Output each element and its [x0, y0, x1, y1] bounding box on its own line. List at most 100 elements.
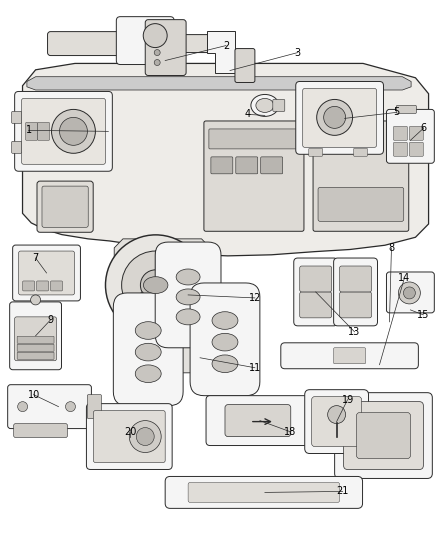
Polygon shape	[114, 239, 210, 373]
FancyBboxPatch shape	[410, 126, 424, 140]
FancyBboxPatch shape	[23, 281, 35, 291]
Circle shape	[324, 107, 346, 128]
FancyBboxPatch shape	[339, 292, 371, 318]
FancyBboxPatch shape	[305, 390, 368, 454]
Polygon shape	[27, 77, 411, 90]
FancyBboxPatch shape	[25, 123, 38, 140]
Circle shape	[399, 282, 420, 304]
Circle shape	[52, 109, 95, 154]
Circle shape	[141, 270, 171, 301]
FancyBboxPatch shape	[386, 109, 434, 163]
FancyBboxPatch shape	[17, 336, 54, 343]
Text: 14: 14	[398, 273, 410, 283]
Ellipse shape	[256, 99, 274, 112]
FancyBboxPatch shape	[334, 348, 366, 364]
FancyBboxPatch shape	[145, 20, 186, 76]
FancyBboxPatch shape	[261, 157, 283, 174]
FancyBboxPatch shape	[281, 343, 418, 369]
Text: 2: 2	[223, 41, 229, 51]
FancyBboxPatch shape	[48, 31, 125, 55]
Circle shape	[143, 23, 167, 47]
FancyBboxPatch shape	[13, 245, 81, 301]
Circle shape	[129, 421, 161, 453]
Ellipse shape	[212, 312, 238, 329]
Ellipse shape	[135, 322, 161, 340]
FancyBboxPatch shape	[211, 157, 233, 174]
FancyBboxPatch shape	[12, 111, 21, 123]
Circle shape	[122, 251, 190, 319]
FancyBboxPatch shape	[113, 293, 183, 406]
Circle shape	[136, 427, 154, 446]
Text: 21: 21	[336, 487, 349, 496]
Circle shape	[154, 60, 160, 66]
FancyBboxPatch shape	[236, 157, 258, 174]
FancyBboxPatch shape	[117, 17, 174, 64]
Text: 10: 10	[28, 390, 40, 400]
FancyBboxPatch shape	[188, 482, 339, 503]
Ellipse shape	[176, 289, 200, 305]
FancyBboxPatch shape	[37, 281, 49, 291]
Polygon shape	[207, 30, 245, 72]
Text: 13: 13	[349, 327, 361, 337]
FancyBboxPatch shape	[17, 344, 54, 351]
Text: 1: 1	[25, 125, 32, 135]
FancyBboxPatch shape	[393, 126, 407, 140]
FancyBboxPatch shape	[353, 148, 367, 156]
Text: 8: 8	[389, 243, 395, 253]
FancyBboxPatch shape	[396, 106, 417, 114]
Ellipse shape	[176, 309, 200, 325]
Text: 4: 4	[245, 109, 251, 119]
FancyBboxPatch shape	[50, 281, 63, 291]
Ellipse shape	[212, 355, 238, 373]
FancyBboxPatch shape	[14, 317, 57, 361]
FancyBboxPatch shape	[339, 266, 371, 292]
FancyBboxPatch shape	[37, 181, 93, 232]
FancyBboxPatch shape	[86, 403, 172, 470]
FancyBboxPatch shape	[318, 188, 404, 221]
FancyBboxPatch shape	[14, 424, 67, 438]
FancyBboxPatch shape	[235, 49, 255, 83]
FancyBboxPatch shape	[273, 100, 285, 111]
Text: 6: 6	[420, 123, 427, 133]
Text: 3: 3	[295, 47, 301, 58]
FancyBboxPatch shape	[410, 142, 424, 156]
Ellipse shape	[212, 333, 238, 351]
FancyBboxPatch shape	[309, 148, 323, 156]
FancyBboxPatch shape	[93, 410, 165, 463]
Text: 20: 20	[124, 426, 137, 437]
FancyBboxPatch shape	[204, 121, 304, 231]
FancyBboxPatch shape	[10, 302, 61, 370]
FancyBboxPatch shape	[334, 258, 378, 326]
FancyBboxPatch shape	[38, 123, 49, 140]
FancyBboxPatch shape	[294, 258, 338, 326]
Polygon shape	[22, 63, 428, 256]
Text: 7: 7	[32, 253, 39, 263]
FancyBboxPatch shape	[19, 251, 74, 295]
FancyBboxPatch shape	[393, 142, 407, 156]
Text: 12: 12	[249, 293, 261, 303]
FancyBboxPatch shape	[225, 405, 291, 437]
FancyBboxPatch shape	[14, 92, 112, 171]
Circle shape	[106, 235, 206, 335]
FancyBboxPatch shape	[312, 397, 361, 447]
Text: 15: 15	[417, 310, 430, 320]
FancyBboxPatch shape	[303, 88, 377, 147]
FancyBboxPatch shape	[190, 283, 260, 395]
Circle shape	[154, 50, 160, 55]
Text: 19: 19	[342, 394, 354, 405]
FancyBboxPatch shape	[300, 266, 332, 292]
FancyBboxPatch shape	[335, 393, 432, 479]
Ellipse shape	[251, 94, 279, 116]
Text: 5: 5	[393, 108, 399, 117]
FancyBboxPatch shape	[206, 395, 314, 446]
Ellipse shape	[176, 269, 200, 285]
FancyBboxPatch shape	[313, 121, 409, 231]
Circle shape	[317, 100, 353, 135]
Text: 18: 18	[284, 426, 296, 437]
FancyBboxPatch shape	[300, 292, 332, 318]
FancyBboxPatch shape	[17, 352, 54, 359]
Circle shape	[328, 406, 346, 424]
Circle shape	[66, 402, 75, 411]
Circle shape	[31, 295, 41, 305]
Text: 9: 9	[47, 315, 53, 325]
